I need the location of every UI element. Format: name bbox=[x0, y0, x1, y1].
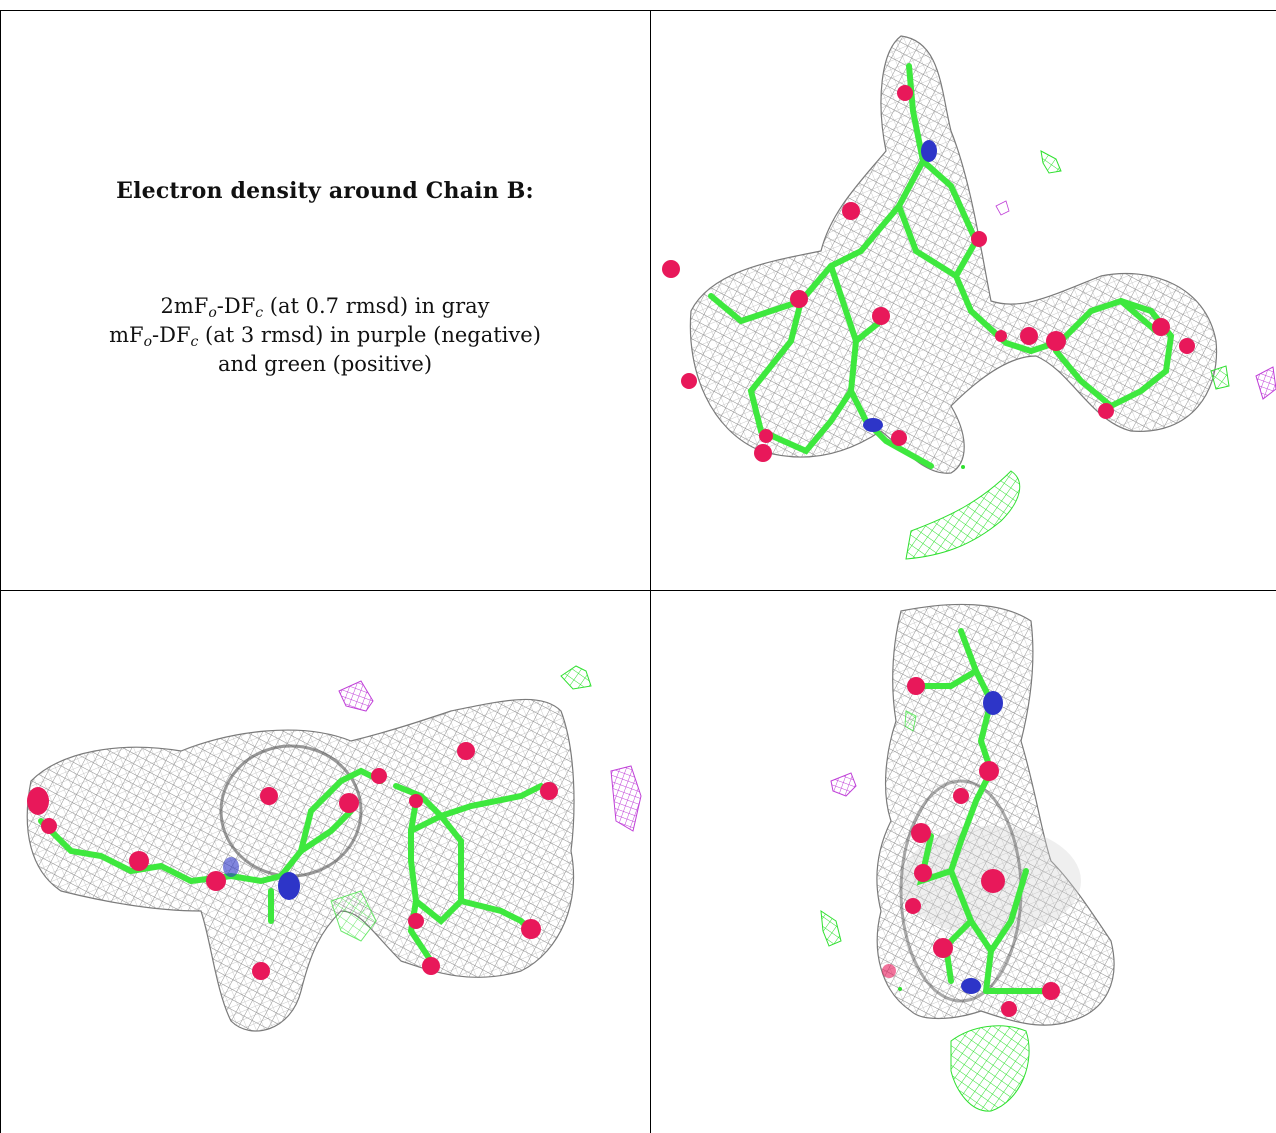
density-render-bottom-left bbox=[26, 665, 642, 1032]
table-divider-horizontal bbox=[0, 590, 1276, 591]
legend-line-2fo: 2mFo-DFc (at 0.7 rmsd) in gray bbox=[0, 292, 650, 321]
legend-line-fo: mFo-DFc (at 3 rmsd) in purple (negative) bbox=[0, 321, 650, 350]
legend-line-2fo-mid: -DF bbox=[216, 294, 256, 318]
molecule-sticks bbox=[916, 628, 1054, 994]
caption-title: Electron density around Chain B: bbox=[116, 178, 534, 204]
legend-line-2fo-suffix: (at 0.7 rmsd) in gray bbox=[263, 294, 490, 318]
nitrogen-atoms bbox=[223, 857, 300, 900]
density-mesh-gray bbox=[689, 35, 1218, 474]
table-divider-vertical bbox=[650, 10, 651, 1133]
density-mesh-gray bbox=[876, 603, 1115, 1026]
oxygen-atoms bbox=[27, 742, 558, 980]
legend-line-2fo-prefix: 2mF bbox=[160, 294, 209, 318]
density-render-bottom-right bbox=[820, 603, 1115, 1112]
legend-line-colors: and green (positive) bbox=[217, 352, 433, 376]
legend-line-2fo-sub-o: o bbox=[208, 305, 217, 321]
density-panel-bottom-left bbox=[1, 591, 650, 1133]
legend-line-fo-prefix: mF bbox=[109, 323, 144, 347]
legend-line-2fo-sub-c: c bbox=[255, 305, 264, 321]
density-negative-mesh bbox=[338, 680, 642, 832]
nitrogen-atoms bbox=[863, 140, 937, 432]
density-render-top-right bbox=[662, 35, 1276, 560]
legend-line-fo-suffix: (at 3 rmsd) in purple (negative) bbox=[198, 323, 541, 347]
caption-cell: Electron density around Chain B: 2mFo-DF… bbox=[0, 10, 650, 600]
density-negative-mesh bbox=[995, 200, 1276, 400]
legend-line-fo-sub-o: o bbox=[143, 334, 153, 350]
table-border-left bbox=[0, 10, 1, 1133]
density-panel-top-right bbox=[651, 11, 1276, 590]
density-mesh-gray bbox=[26, 698, 575, 1032]
density-negative-mesh bbox=[830, 772, 857, 797]
caption-legend: 2mFo-DFc (at 0.7 rmsd) in gray mFo-DFc (… bbox=[0, 292, 650, 379]
legend-line-fo-mid: -DF bbox=[152, 323, 191, 347]
table-border-top bbox=[0, 10, 1276, 11]
oxygen-atoms bbox=[662, 85, 1195, 462]
density-panel-bottom-right bbox=[651, 591, 1276, 1133]
density-positive-mesh bbox=[905, 150, 1230, 560]
density-positive-mesh bbox=[820, 710, 1030, 1112]
oxygen-atoms bbox=[882, 677, 1060, 1017]
legend-line-fo-sub-c: c bbox=[190, 334, 199, 350]
nitrogen-atoms bbox=[961, 691, 1003, 994]
density-positive-mesh bbox=[330, 665, 592, 942]
